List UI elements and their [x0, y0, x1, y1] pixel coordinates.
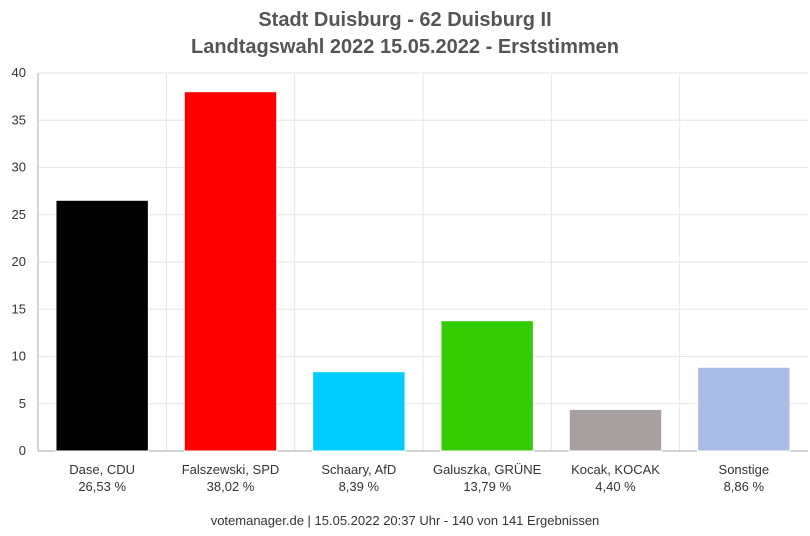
bar: [183, 91, 278, 452]
y-tick-label: 0: [19, 443, 26, 458]
bar-value-label: 8,39 %: [339, 479, 380, 494]
y-tick-label: 40: [12, 65, 26, 80]
bar: [568, 408, 663, 452]
bar-value-label: 38,02 %: [207, 479, 255, 494]
x-tick-label: Kocak, KOCAK: [571, 462, 660, 477]
bar: [55, 199, 149, 452]
x-tick-label: Galuszka, GRÜNE: [433, 462, 542, 477]
bar-value-label: 26,53 %: [78, 479, 126, 494]
bar: [697, 366, 791, 452]
bar-value-label: 4,40 %: [595, 479, 636, 494]
bar: [312, 371, 406, 452]
bar-value-label: 13,79 %: [463, 479, 511, 494]
footer-source: votemanager.de | 15.05.2022 20:37 Uhr - …: [210, 513, 600, 528]
x-tick-label: Schaary, AfD: [321, 462, 396, 477]
chart-title: Stadt Duisburg - 62 Duisburg II: [258, 9, 552, 31]
chart-subtitle: Landtagswahl 2022 15.05.2022 - Erststimm…: [191, 36, 619, 58]
x-tick-label: Sonstige: [719, 462, 770, 477]
bar-value-label: 8,86 %: [724, 479, 765, 494]
y-tick-label: 5: [19, 396, 26, 411]
y-tick-label: 15: [12, 301, 26, 316]
y-tick-label: 20: [12, 254, 26, 269]
bar: [440, 320, 534, 452]
y-tick-label: 25: [12, 207, 26, 222]
y-tick-label: 30: [12, 160, 26, 175]
x-tick-label: Falszewski, SPD: [182, 462, 280, 477]
y-tick-label: 35: [12, 112, 26, 127]
x-tick-label: Dase, CDU: [69, 462, 135, 477]
y-tick-label: 10: [12, 349, 26, 364]
